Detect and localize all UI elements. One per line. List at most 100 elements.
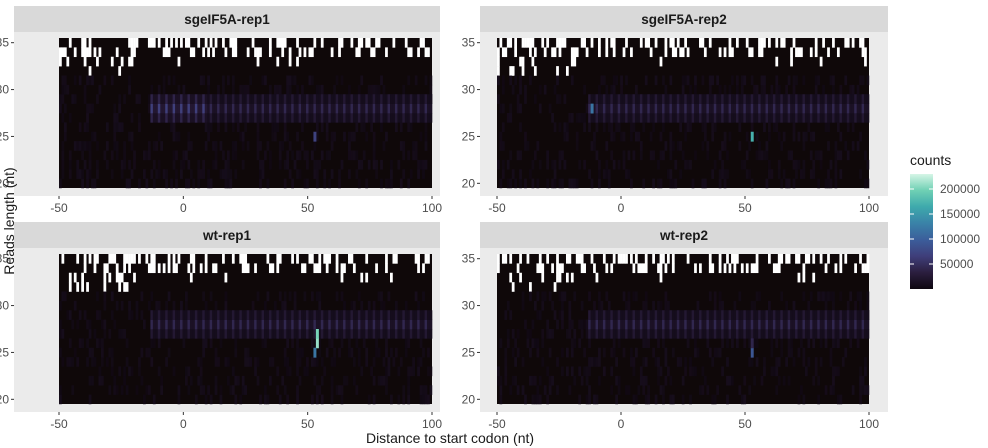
heatmap-cell	[748, 113, 752, 123]
heatmap-cell	[78, 75, 82, 86]
heatmap-cell	[664, 310, 668, 320]
heatmap-cell	[795, 319, 798, 330]
heatmap-cell	[407, 319, 411, 330]
heatmap-cell	[155, 169, 159, 179]
heatmap-cell	[772, 122, 776, 133]
heatmap-cell	[529, 75, 532, 86]
heatmap-cell-missing	[844, 254, 848, 264]
heatmap-cell	[625, 103, 628, 114]
heatmap-cell-missing	[268, 38, 272, 48]
heatmap-cell	[718, 84, 722, 95]
heatmap-cell	[630, 113, 633, 123]
heatmap-cell	[590, 319, 594, 330]
heatmap-cell	[320, 319, 324, 330]
heatmap-cell-missing	[814, 38, 818, 48]
heatmap-cell	[123, 366, 126, 377]
heatmap-cell	[313, 169, 317, 179]
heatmap-cell-missing	[543, 47, 547, 58]
heatmap-cell	[666, 169, 670, 179]
heatmap-cell	[254, 319, 257, 330]
heatmap-cell	[226, 357, 230, 367]
heatmap-cell	[516, 103, 520, 114]
heatmap-cell	[320, 94, 324, 104]
heatmap-cell	[694, 84, 697, 95]
heatmap-cell	[340, 310, 344, 320]
heatmap-cell	[370, 113, 374, 123]
heatmap-cell	[841, 319, 845, 330]
heatmap-cell	[377, 113, 381, 123]
heatmap-cell	[387, 366, 391, 377]
heatmap-cell	[310, 329, 314, 339]
heatmap-cell	[701, 366, 705, 377]
heatmap-cell	[318, 94, 322, 104]
heatmap-cell	[617, 385, 621, 395]
heatmap-cell	[812, 319, 816, 330]
heatmap-cell	[261, 103, 265, 114]
heatmap-cell	[68, 338, 72, 349]
heatmap-cell	[192, 310, 196, 320]
heatmap-cell	[83, 141, 87, 151]
heatmap-cell-missing	[83, 254, 87, 264]
heatmap-cell	[703, 178, 707, 189]
heatmap-cell	[345, 375, 349, 386]
heatmap-cell	[330, 319, 334, 330]
heatmap-cell-missing	[568, 254, 572, 264]
heatmap-cell-missing	[323, 254, 327, 264]
heatmap-cell-missing	[308, 47, 312, 58]
heatmap-cell	[735, 310, 739, 320]
heatmap-cell	[637, 131, 641, 142]
heatmap-cell	[679, 103, 683, 114]
heatmap-cell	[804, 94, 808, 104]
heatmap-cell-missing	[404, 38, 408, 48]
heatmap-cell	[777, 103, 781, 114]
heatmap-cell	[753, 329, 756, 339]
heatmap-cell	[851, 141, 855, 151]
heatmap-cell	[674, 113, 678, 123]
heatmap-cell-missing	[546, 38, 550, 48]
heatmap-cell	[370, 103, 374, 114]
heatmap-cell	[615, 103, 619, 114]
heatmap-cell	[365, 178, 369, 189]
heatmap-cell	[291, 319, 294, 330]
heatmap-cell-missing	[812, 254, 816, 264]
heatmap-cell-missing	[598, 38, 601, 48]
heatmap-cell	[380, 159, 383, 170]
heatmap-cell-missing	[509, 254, 513, 264]
heatmap-cell	[382, 103, 386, 114]
heatmap-cell-missing	[787, 254, 791, 264]
heatmap-cell	[578, 366, 582, 377]
heatmap-cell	[753, 113, 756, 123]
heatmap-cell	[214, 94, 218, 104]
heatmap-cell	[370, 84, 374, 95]
heatmap-cell-missing	[246, 47, 250, 58]
heatmap-cell	[407, 113, 411, 123]
heatmap-cell	[731, 103, 734, 114]
heatmap-cell-missing	[509, 38, 513, 48]
heatmap-cell	[167, 329, 171, 339]
heatmap-cell	[76, 169, 80, 179]
heatmap-cell	[407, 103, 411, 114]
heatmap-cell	[281, 329, 285, 339]
heatmap-cell-missing	[612, 254, 616, 264]
heatmap-cell	[753, 375, 756, 386]
heatmap-peak	[313, 347, 317, 358]
heatmap-cell	[88, 75, 92, 86]
heatmap-cell	[291, 75, 294, 86]
heatmap-cell	[202, 310, 206, 320]
heatmap-cell	[313, 375, 317, 386]
heatmap-cell-missing	[212, 47, 215, 58]
heatmap-cell	[713, 300, 717, 311]
heatmap-cell-missing	[296, 56, 299, 67]
heatmap-cell	[511, 375, 515, 386]
heatmap-cell	[812, 310, 816, 320]
heatmap-cell	[348, 338, 351, 349]
heatmap-cell	[226, 159, 230, 170]
heatmap-cell	[256, 113, 260, 123]
heatmap-cell	[777, 357, 781, 367]
axis-titles-group: Distance to start codon (nt) Reads lengt…	[1, 167, 534, 446]
heatmap-cell	[846, 150, 850, 161]
heatmap-cell	[809, 310, 813, 320]
heatmap-cell	[701, 385, 705, 395]
heatmap-cell	[533, 338, 537, 349]
heatmap-cell	[836, 319, 840, 330]
